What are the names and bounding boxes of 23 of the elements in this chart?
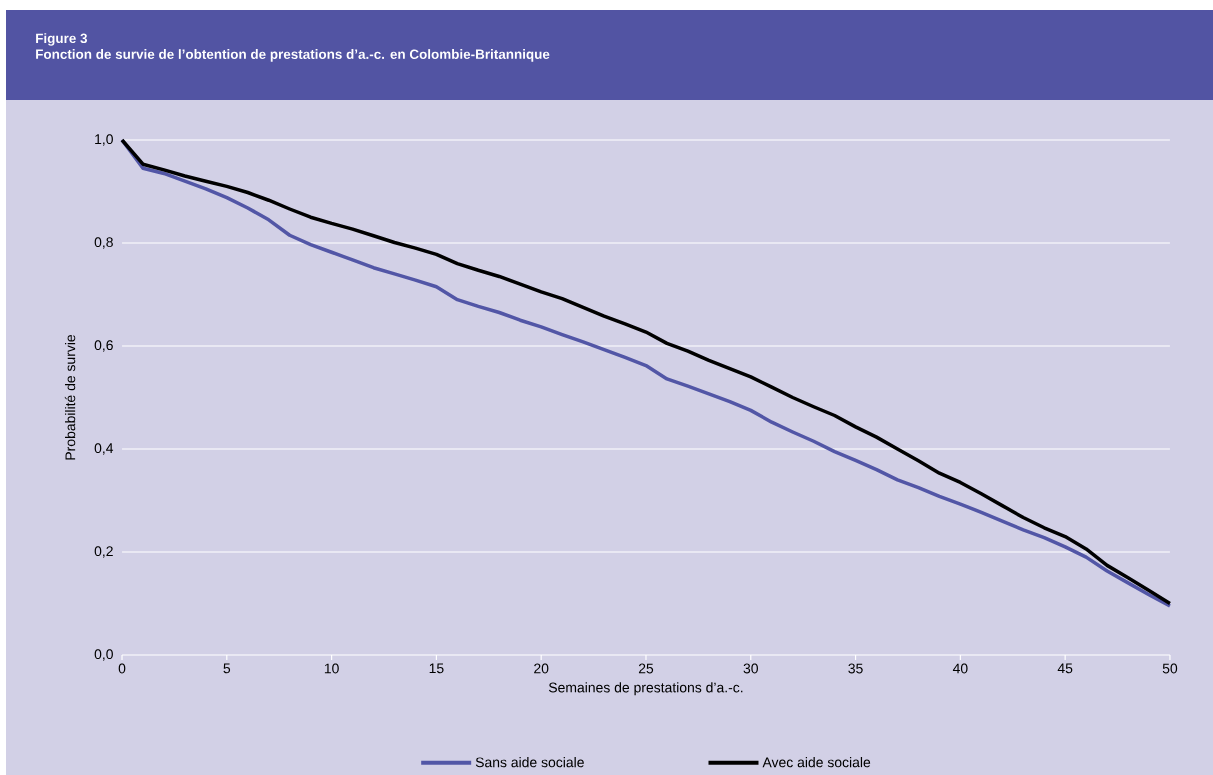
x-tick-label: 15 xyxy=(429,663,444,674)
y-tick-label: 0,4 xyxy=(94,443,114,455)
y-tick-label: 0,8 xyxy=(94,237,113,249)
legend-label: Sans aide sociale xyxy=(475,757,584,768)
y-tick-label: 1,0 xyxy=(95,134,113,146)
legend-label: Avec aide sociale xyxy=(762,757,871,768)
x-tick-label: 35 xyxy=(848,663,863,674)
x-tick-label: 45 xyxy=(1057,663,1073,674)
x-tick-label: 30 xyxy=(743,663,758,674)
x-tick-label: 25 xyxy=(638,663,654,674)
x-tick-label: 20 xyxy=(534,663,549,674)
x-tick-label: 10 xyxy=(324,663,339,674)
x-tick-label: 40 xyxy=(952,663,968,674)
chart-title: Figure 3 xyxy=(36,33,88,46)
x-tick-label: 50 xyxy=(1162,663,1178,674)
x-tick-label: 5 xyxy=(223,663,231,674)
chart-subtitle: Fonction de survie de l’obtention de prestations d’a.-c. en Colombie-Britannique xyxy=(36,49,550,62)
y-tick-label: 0,6 xyxy=(94,340,113,352)
y-axis-title: Probabilité de survie xyxy=(64,334,76,460)
y-tick-label: 0,0 xyxy=(94,649,113,661)
x-axis-title: Semaines de prestations d’a.-c. xyxy=(548,682,743,696)
y-tick-label: 0,2 xyxy=(94,546,113,558)
x-tick-label: 0 xyxy=(118,663,126,674)
